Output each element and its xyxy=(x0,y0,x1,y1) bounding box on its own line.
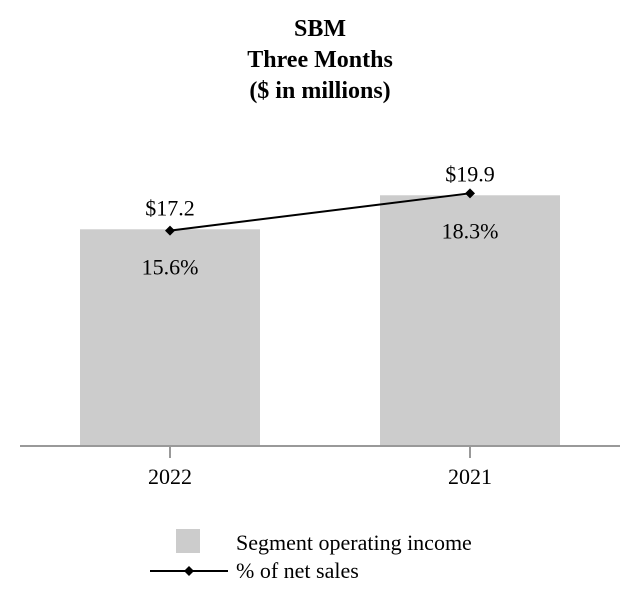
line-net-sales-pct xyxy=(169,192,471,232)
title-line-1: SBM xyxy=(293,16,346,42)
line-marker-2022 xyxy=(165,225,175,236)
bar-value-labels: $17.2 $19.9 xyxy=(145,161,495,220)
legend-label-bar: Segment operating income xyxy=(236,530,472,555)
line-label-2022: 15.6% xyxy=(142,255,199,280)
bar-2022 xyxy=(80,229,260,446)
legend-swatch-marker xyxy=(184,566,194,576)
x-label-2022: 2022 xyxy=(148,464,192,489)
legend-swatch-bar xyxy=(176,529,200,553)
line-value-labels: 15.6% 18.3% xyxy=(142,218,499,279)
line-label-2021: 18.3% xyxy=(442,218,499,243)
x-axis-category-labels: 2022 2021 xyxy=(148,464,492,489)
bar-label-2021: $19.9 xyxy=(445,161,495,186)
bar-label-2022: $17.2 xyxy=(145,195,195,220)
legend: Segment operating income % of net sales xyxy=(150,529,472,583)
x-label-2021: 2021 xyxy=(448,464,492,489)
bar-series xyxy=(80,195,560,446)
legend-label-line: % of net sales xyxy=(236,558,359,583)
line-series xyxy=(165,188,475,236)
bar-2021 xyxy=(380,195,560,446)
x-axis-ticks xyxy=(169,446,471,458)
title-line-2: Three Months xyxy=(247,47,393,73)
chart-title: SBM Three Months ($ in millions) xyxy=(0,14,640,107)
line-marker-2021 xyxy=(465,188,475,199)
title-line-3: ($ in millions) xyxy=(249,78,391,104)
